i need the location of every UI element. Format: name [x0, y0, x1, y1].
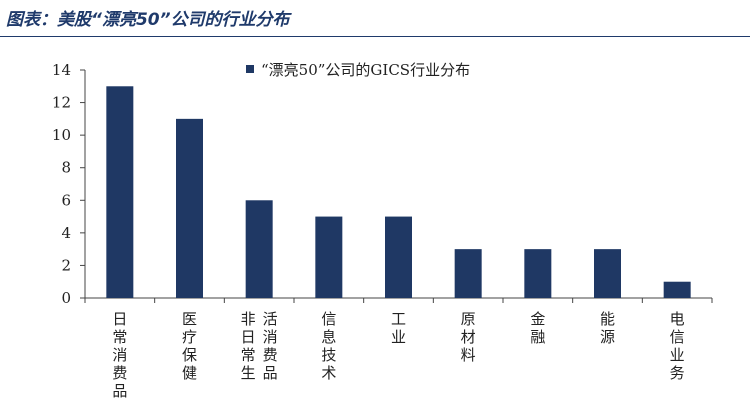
title-divider: [0, 36, 750, 37]
x-tick-label-char: 业: [670, 346, 685, 364]
x-tick-label: 原材料: [461, 310, 476, 364]
bar: [663, 281, 691, 298]
x-tick-label: 金融: [530, 310, 545, 346]
x-tick-label-char: 金: [530, 310, 545, 328]
x-tick-label-char: 信: [321, 310, 336, 328]
figure-title: 图表：美股“漂亮50”公司的行业分布: [6, 10, 290, 30]
bar: [524, 249, 552, 298]
x-tick-label-char: 医: [182, 310, 197, 328]
x-tick-label-char: 日: [112, 310, 127, 328]
x-tick-label-char: 技: [321, 346, 336, 364]
bar: [315, 216, 343, 298]
x-tick-label-char: 消: [112, 346, 127, 364]
bar: [245, 200, 273, 298]
x-tick-label-char: 务: [670, 364, 685, 382]
x-tick-label-char: 消: [263, 328, 278, 346]
bar: [106, 86, 134, 299]
legend-swatch: [246, 65, 254, 73]
x-tick-label-char: 融: [530, 328, 545, 346]
legend: “漂亮50”公司的GICS行业分布: [246, 61, 470, 79]
x-tick-label-char: 生: [241, 364, 256, 382]
x-tick-label-char: 原: [461, 310, 476, 328]
x-tick-label-char: 活: [263, 310, 278, 328]
x-tick-label-char: 源: [600, 328, 615, 346]
bar: [176, 118, 203, 298]
y-tick-label: 4: [61, 224, 71, 242]
bar: [454, 249, 482, 298]
x-tick-label-char: 品: [112, 382, 127, 400]
x-tick-label-char: 材: [461, 328, 476, 346]
x-tick-label-char: 常: [112, 328, 127, 346]
x-tick-label-char: 信: [670, 328, 685, 346]
x-tick-label-char: 息: [321, 328, 336, 346]
x-tick-label-char: 保: [182, 346, 197, 364]
bar: [385, 216, 412, 298]
legend-label: “漂亮50”公司的GICS行业分布: [261, 61, 470, 79]
y-tick-label: 14: [52, 61, 71, 79]
y-tick-label: 6: [61, 191, 71, 209]
y-tick-label: 8: [61, 159, 71, 177]
bar: [594, 249, 621, 298]
x-tick-label-char: 费: [263, 346, 278, 364]
x-tick-label-char: 料: [461, 346, 476, 364]
x-tick-label-char: 电: [670, 310, 685, 328]
x-tick-label-char: 费: [112, 364, 127, 382]
x-tick-label-char: 品: [263, 364, 278, 382]
x-tick-label-char: 疗: [182, 328, 197, 346]
bars: [106, 86, 691, 299]
x-tick-label-char: 能: [600, 310, 615, 328]
x-tick-label-char: 日: [241, 328, 256, 346]
y-tick-label: 0: [61, 289, 71, 307]
x-tick-label: 能源: [600, 310, 615, 346]
x-tick-label-char: 常: [241, 346, 256, 364]
x-tick-label-char: 健: [182, 364, 197, 382]
x-tick-label-char: 业: [391, 328, 406, 346]
x-tick-label-char: 非: [241, 310, 256, 328]
y-tick-label: 2: [61, 256, 71, 274]
y-tick-label: 12: [52, 94, 71, 112]
x-tick-label-char: 工: [391, 310, 406, 328]
y-tick-label: 10: [52, 126, 71, 144]
x-tick-label-char: 术: [321, 364, 336, 382]
x-tick-label: 工业: [391, 310, 406, 346]
